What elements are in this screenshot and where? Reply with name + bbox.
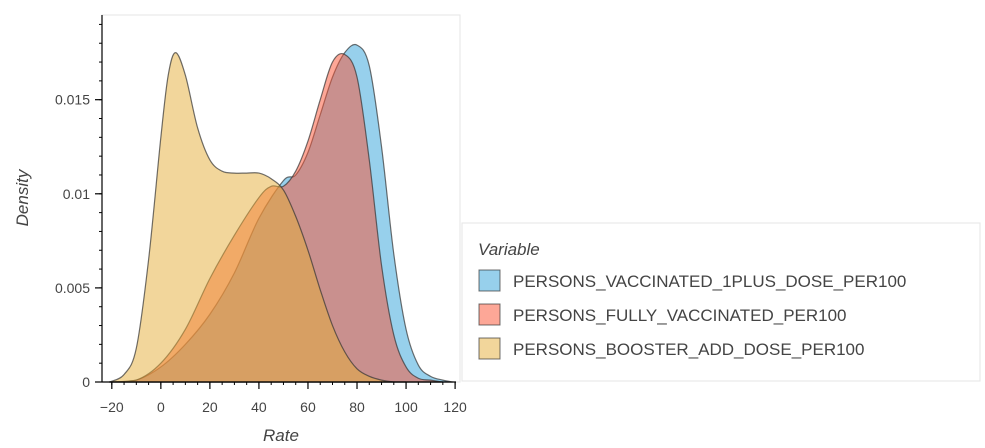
legend-frame [461, 222, 981, 382]
x-tick-label: 100 [394, 399, 418, 415]
x-tick-label: 80 [349, 399, 365, 415]
legend-swatch [478, 303, 501, 326]
x-tick-label: 0 [157, 399, 165, 415]
legend-label: PERSONS_FULLY_VACCINATED_PER100 [513, 306, 847, 325]
legend-label: PERSONS_VACCINATED_1PLUS_DOSE_PER100 [513, 272, 906, 291]
y-tick-label: 0.015 [55, 92, 90, 108]
y-tick-label: 0.01 [63, 186, 90, 202]
y-tick-label: 0.005 [55, 280, 90, 296]
legend: Variable PERSONS_VACCINATED_1PLUS_DOSE_P… [461, 222, 981, 382]
x-tick-label: 40 [251, 399, 267, 415]
legend-swatch [478, 337, 501, 360]
x-tick-label: −20 [100, 399, 124, 415]
x-tick-label: 120 [443, 399, 467, 415]
y-axis-title: Density [13, 168, 32, 226]
y-tick-label: 0 [82, 374, 90, 390]
density-area-3 [109, 52, 407, 383]
legend-swatch [478, 269, 501, 292]
legend-label: PERSONS_BOOSTER_ADD_DOSE_PER100 [513, 340, 864, 359]
legend-title: Variable [478, 240, 540, 259]
x-axis-title: Rate [263, 426, 299, 445]
axes: 0 0.005 0.01 0.015 −20 0 20 40 60 80 100 120 [55, 15, 467, 415]
x-tick-label: 20 [202, 399, 218, 415]
density-areas [109, 43, 453, 383]
x-tick-label: 60 [300, 399, 316, 415]
